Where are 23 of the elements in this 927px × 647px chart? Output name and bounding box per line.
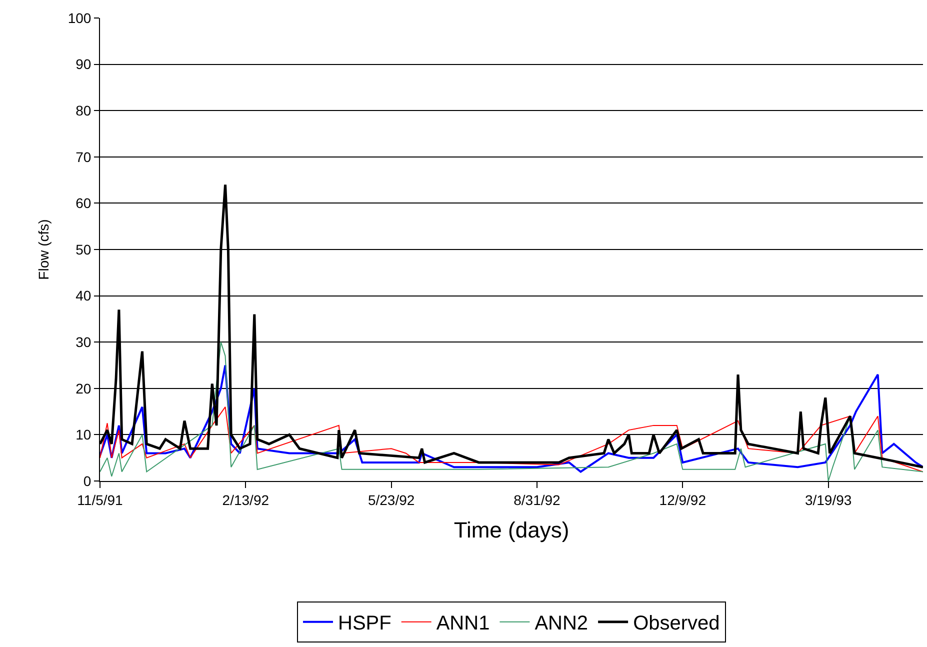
- y-axis-title: Flow (cfs): [35, 219, 52, 280]
- y-tick-label: 0: [83, 472, 92, 489]
- x-tick-label: 2/13/92: [222, 492, 270, 508]
- y-tick-label: 100: [68, 10, 92, 26]
- y-tick-label: 50: [76, 241, 92, 258]
- x-tick-label: 3/19/93: [804, 492, 852, 508]
- y-tick-label: 60: [76, 195, 92, 212]
- y-tick-label: 70: [76, 148, 92, 165]
- y-tick-label: 20: [76, 380, 92, 396]
- y-tick-label: 30: [76, 334, 92, 350]
- legend-label: ANN1: [436, 612, 490, 635]
- x-axis-title: Time (days): [454, 518, 570, 543]
- x-tick-label: 8/31/92: [514, 492, 561, 508]
- y-tick-label: 80: [76, 102, 92, 118]
- y-tick-label: 10: [76, 426, 92, 443]
- legend-label: HSPF: [338, 612, 392, 635]
- x-tick-label: 5/23/92: [368, 492, 415, 508]
- y-tick-label: 40: [76, 288, 92, 304]
- legend-label: Observed: [633, 612, 720, 635]
- x-tick-label: 12/9/92: [659, 492, 706, 508]
- x-tick-label: 11/5/91: [77, 492, 124, 508]
- legend-label: ANN2: [534, 612, 588, 635]
- y-tick-label: 90: [76, 56, 92, 72]
